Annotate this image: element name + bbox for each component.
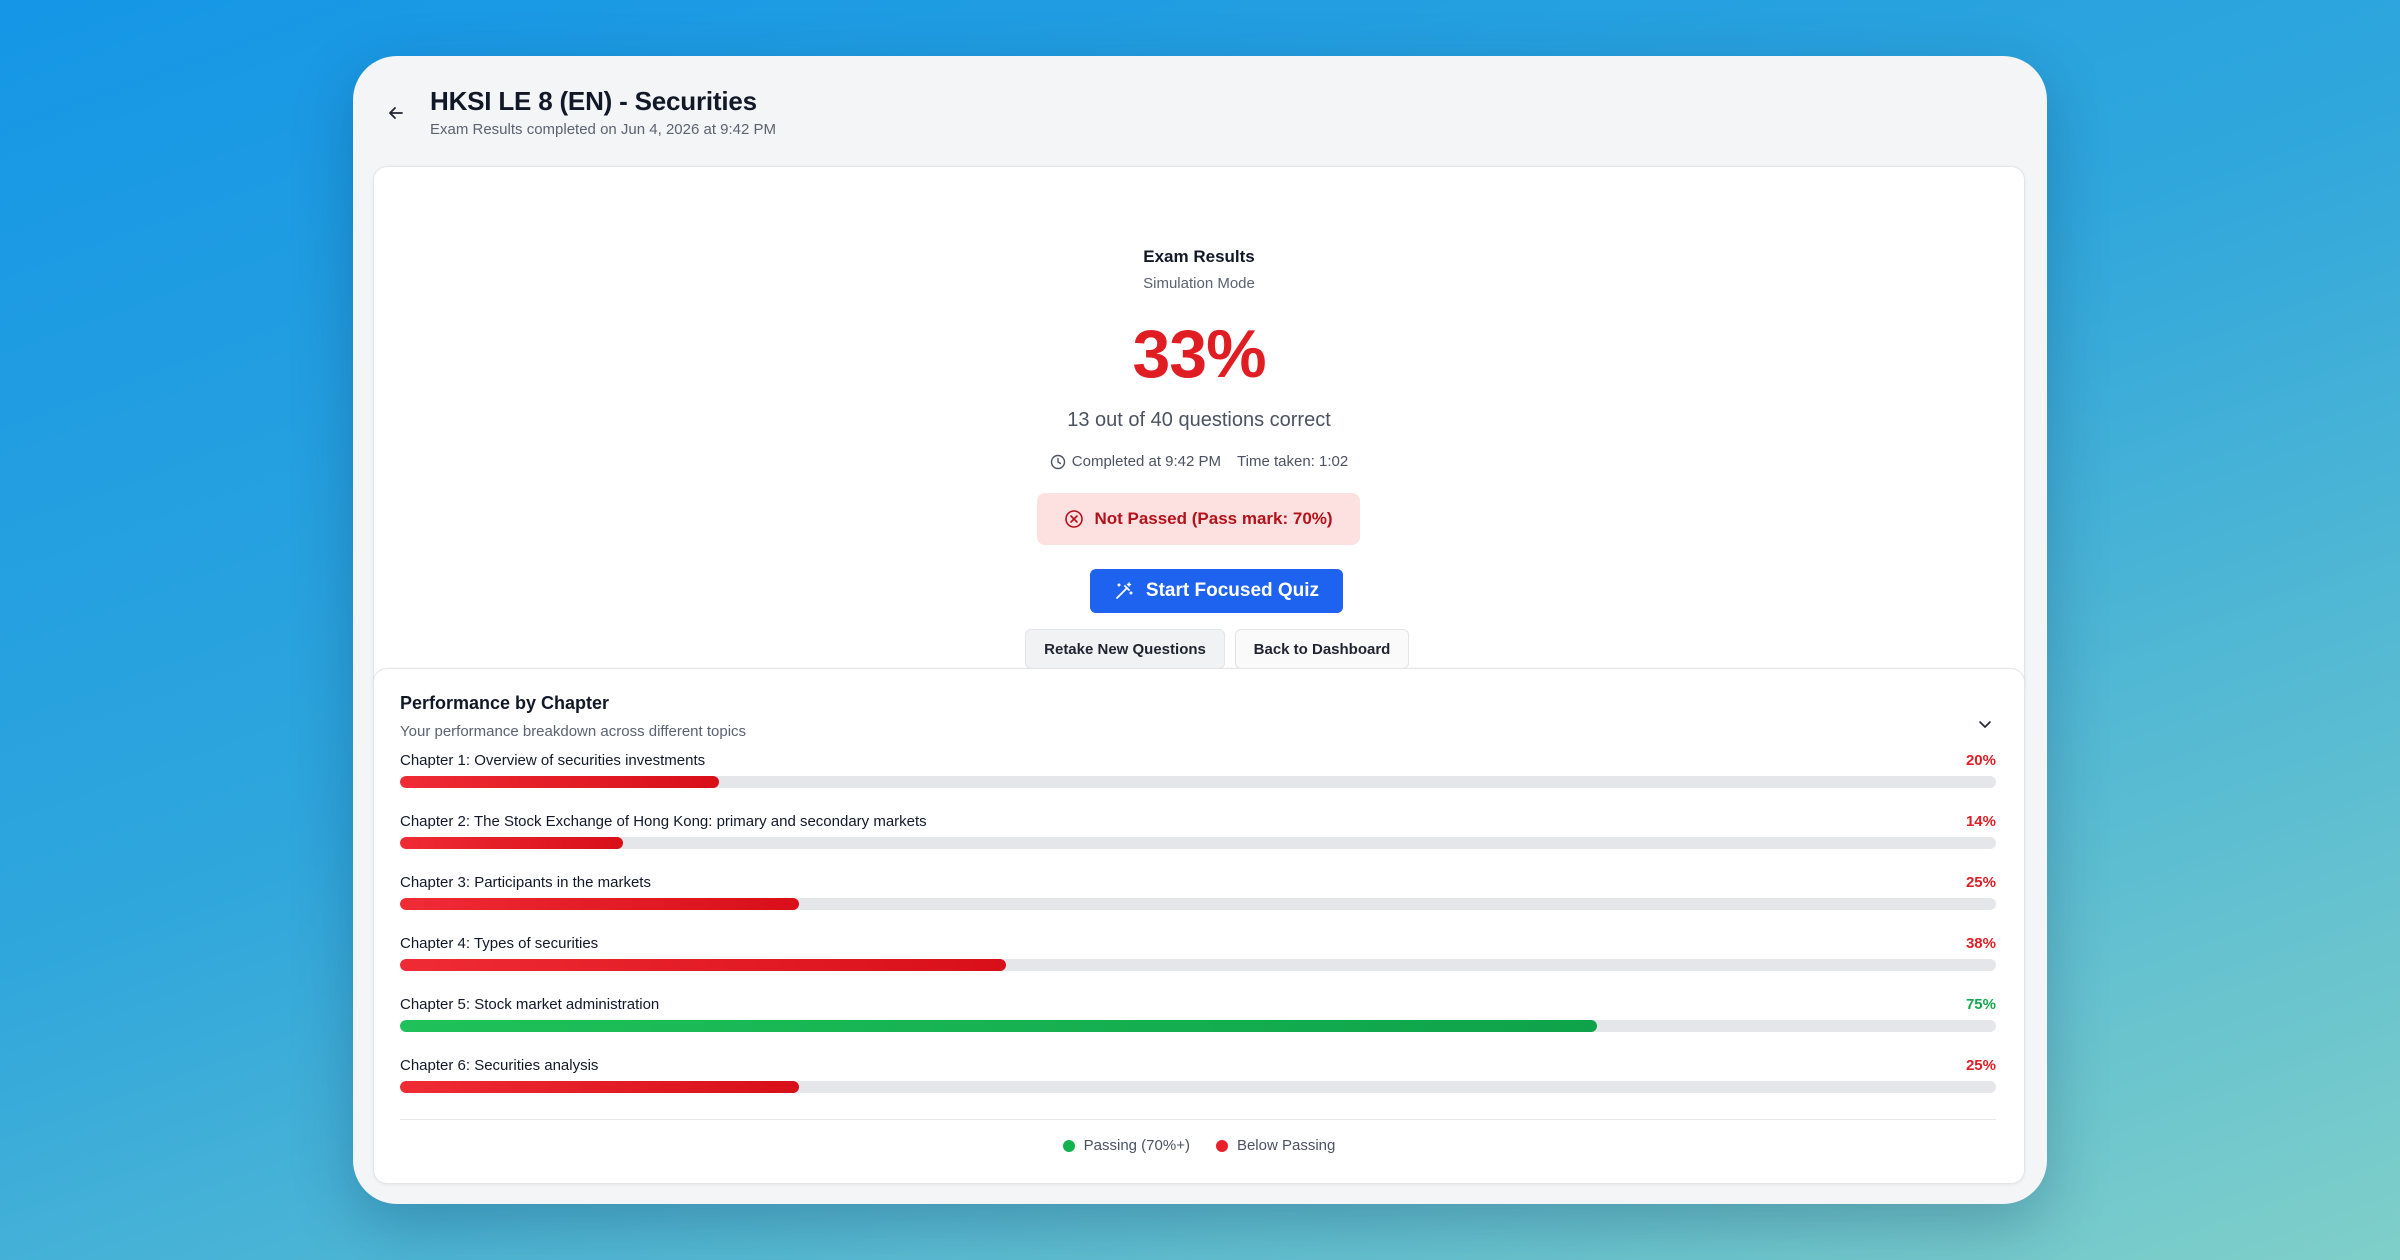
progress-track	[400, 959, 1996, 971]
progress-fill	[400, 959, 1007, 971]
progress-track	[400, 1081, 1996, 1093]
legend-below-label: Below Passing	[1236, 1137, 1336, 1154]
chapter-percent: 75%	[1965, 996, 1996, 1013]
chapter-label: Chapter 1: Overview of securities invest…	[400, 752, 706, 769]
legend: Passing (70%+) Below Passing	[374, 1137, 2024, 1154]
start-focused-quiz-label: Start Focused Quiz	[1145, 580, 1320, 601]
app-window: HKSI LE 8 (EN) - Securities Exam Results…	[353, 56, 2047, 1204]
exam-results-card: Exam Results Simulation Mode 33% 13 out …	[373, 166, 2025, 696]
chapter-label: Chapter 4: Types of securities	[400, 935, 599, 952]
legend-passing: Passing (70%+)	[1062, 1137, 1190, 1154]
chapter-row: Chapter 6: Securities analysis 25%	[400, 1057, 1996, 1118]
clock-icon	[1050, 454, 1065, 469]
status-badge: Not Passed (Pass mark: 70%)	[1037, 493, 1360, 545]
back-to-dashboard-button[interactable]: Back to Dashboard	[1235, 629, 1409, 669]
completed-label: Completed at 9:42 PM	[1071, 453, 1222, 470]
chapter-percent: 38%	[1965, 935, 1996, 952]
collapse-toggle-button[interactable]	[1970, 709, 2000, 739]
divider	[400, 1119, 1996, 1120]
performance-card: Performance by Chapter Your performance …	[373, 668, 2025, 1184]
chapter-row: Chapter 3: Participants in the markets 2…	[400, 874, 1996, 935]
chapter-percent: 20%	[1965, 752, 1996, 769]
magic-wand-icon	[1116, 582, 1133, 599]
performance-subtitle: Your performance breakdown across differ…	[400, 723, 747, 740]
below-dot-icon	[1215, 1139, 1228, 1152]
chapter-row: Chapter 5: Stock market administration 7…	[400, 996, 1996, 1057]
score-percentage: 33%	[1132, 316, 1266, 392]
page-header: HKSI LE 8 (EN) - Securities Exam Results…	[353, 56, 2047, 166]
chapter-label: Chapter 2: The Stock Exchange of Hong Ko…	[400, 813, 927, 830]
results-mode: Simulation Mode	[1143, 275, 1255, 292]
completion-meta: Completed at 9:42 PM Time taken: 1:02	[374, 453, 2024, 470]
chapter-label: Chapter 5: Stock market administration	[400, 996, 660, 1013]
passing-dot-icon	[1062, 1139, 1075, 1152]
start-focused-quiz-button[interactable]: Start Focused Quiz	[1090, 569, 1343, 613]
progress-fill	[400, 837, 624, 849]
x-circle-icon	[1065, 510, 1084, 528]
retake-new-questions-button[interactable]: Retake New Questions	[1025, 629, 1225, 669]
page-title: HKSI LE 8 (EN) - Securities	[430, 86, 757, 116]
chapter-row: Chapter 2: The Stock Exchange of Hong Ko…	[400, 813, 1996, 874]
results-title: Exam Results	[1143, 247, 1255, 266]
chapter-label: Chapter 6: Securities analysis	[400, 1057, 599, 1074]
chapter-row: Chapter 4: Types of securities 38%	[400, 935, 1996, 996]
chapter-label: Chapter 3: Participants in the markets	[400, 874, 651, 891]
performance-title: Performance by Chapter	[400, 693, 610, 713]
progress-fill	[400, 1081, 799, 1093]
chapter-list: Chapter 1: Overview of securities invest…	[400, 752, 1996, 1118]
chapter-percent: 14%	[1965, 813, 1996, 830]
progress-fill	[400, 776, 720, 788]
progress-track	[400, 1020, 1996, 1032]
chevron-down-icon	[1979, 721, 1991, 728]
progress-track	[400, 837, 1996, 849]
progress-fill	[400, 1020, 1597, 1032]
page-subtitle: Exam Results completed on Jun 4, 2026 at…	[430, 121, 777, 138]
chapter-percent: 25%	[1965, 874, 1996, 891]
progress-fill	[400, 898, 799, 910]
completed-time: Completed at 9:42 PM	[1050, 453, 1221, 470]
progress-track	[400, 776, 1996, 788]
chapter-row: Chapter 1: Overview of securities invest…	[400, 752, 1996, 813]
legend-below: Below Passing	[1215, 1137, 1336, 1154]
time-taken: Time taken: 1:02	[1237, 453, 1349, 470]
chapter-percent: 25%	[1965, 1057, 1996, 1074]
arrow-left-icon	[389, 107, 403, 119]
back-button[interactable]	[379, 96, 413, 130]
questions-correct: 13 out of 40 questions correct	[1067, 409, 1331, 431]
status-text: Not Passed (Pass mark: 70%)	[1094, 509, 1333, 528]
progress-track	[400, 898, 1996, 910]
legend-passing-label: Passing (70%+)	[1083, 1137, 1190, 1154]
